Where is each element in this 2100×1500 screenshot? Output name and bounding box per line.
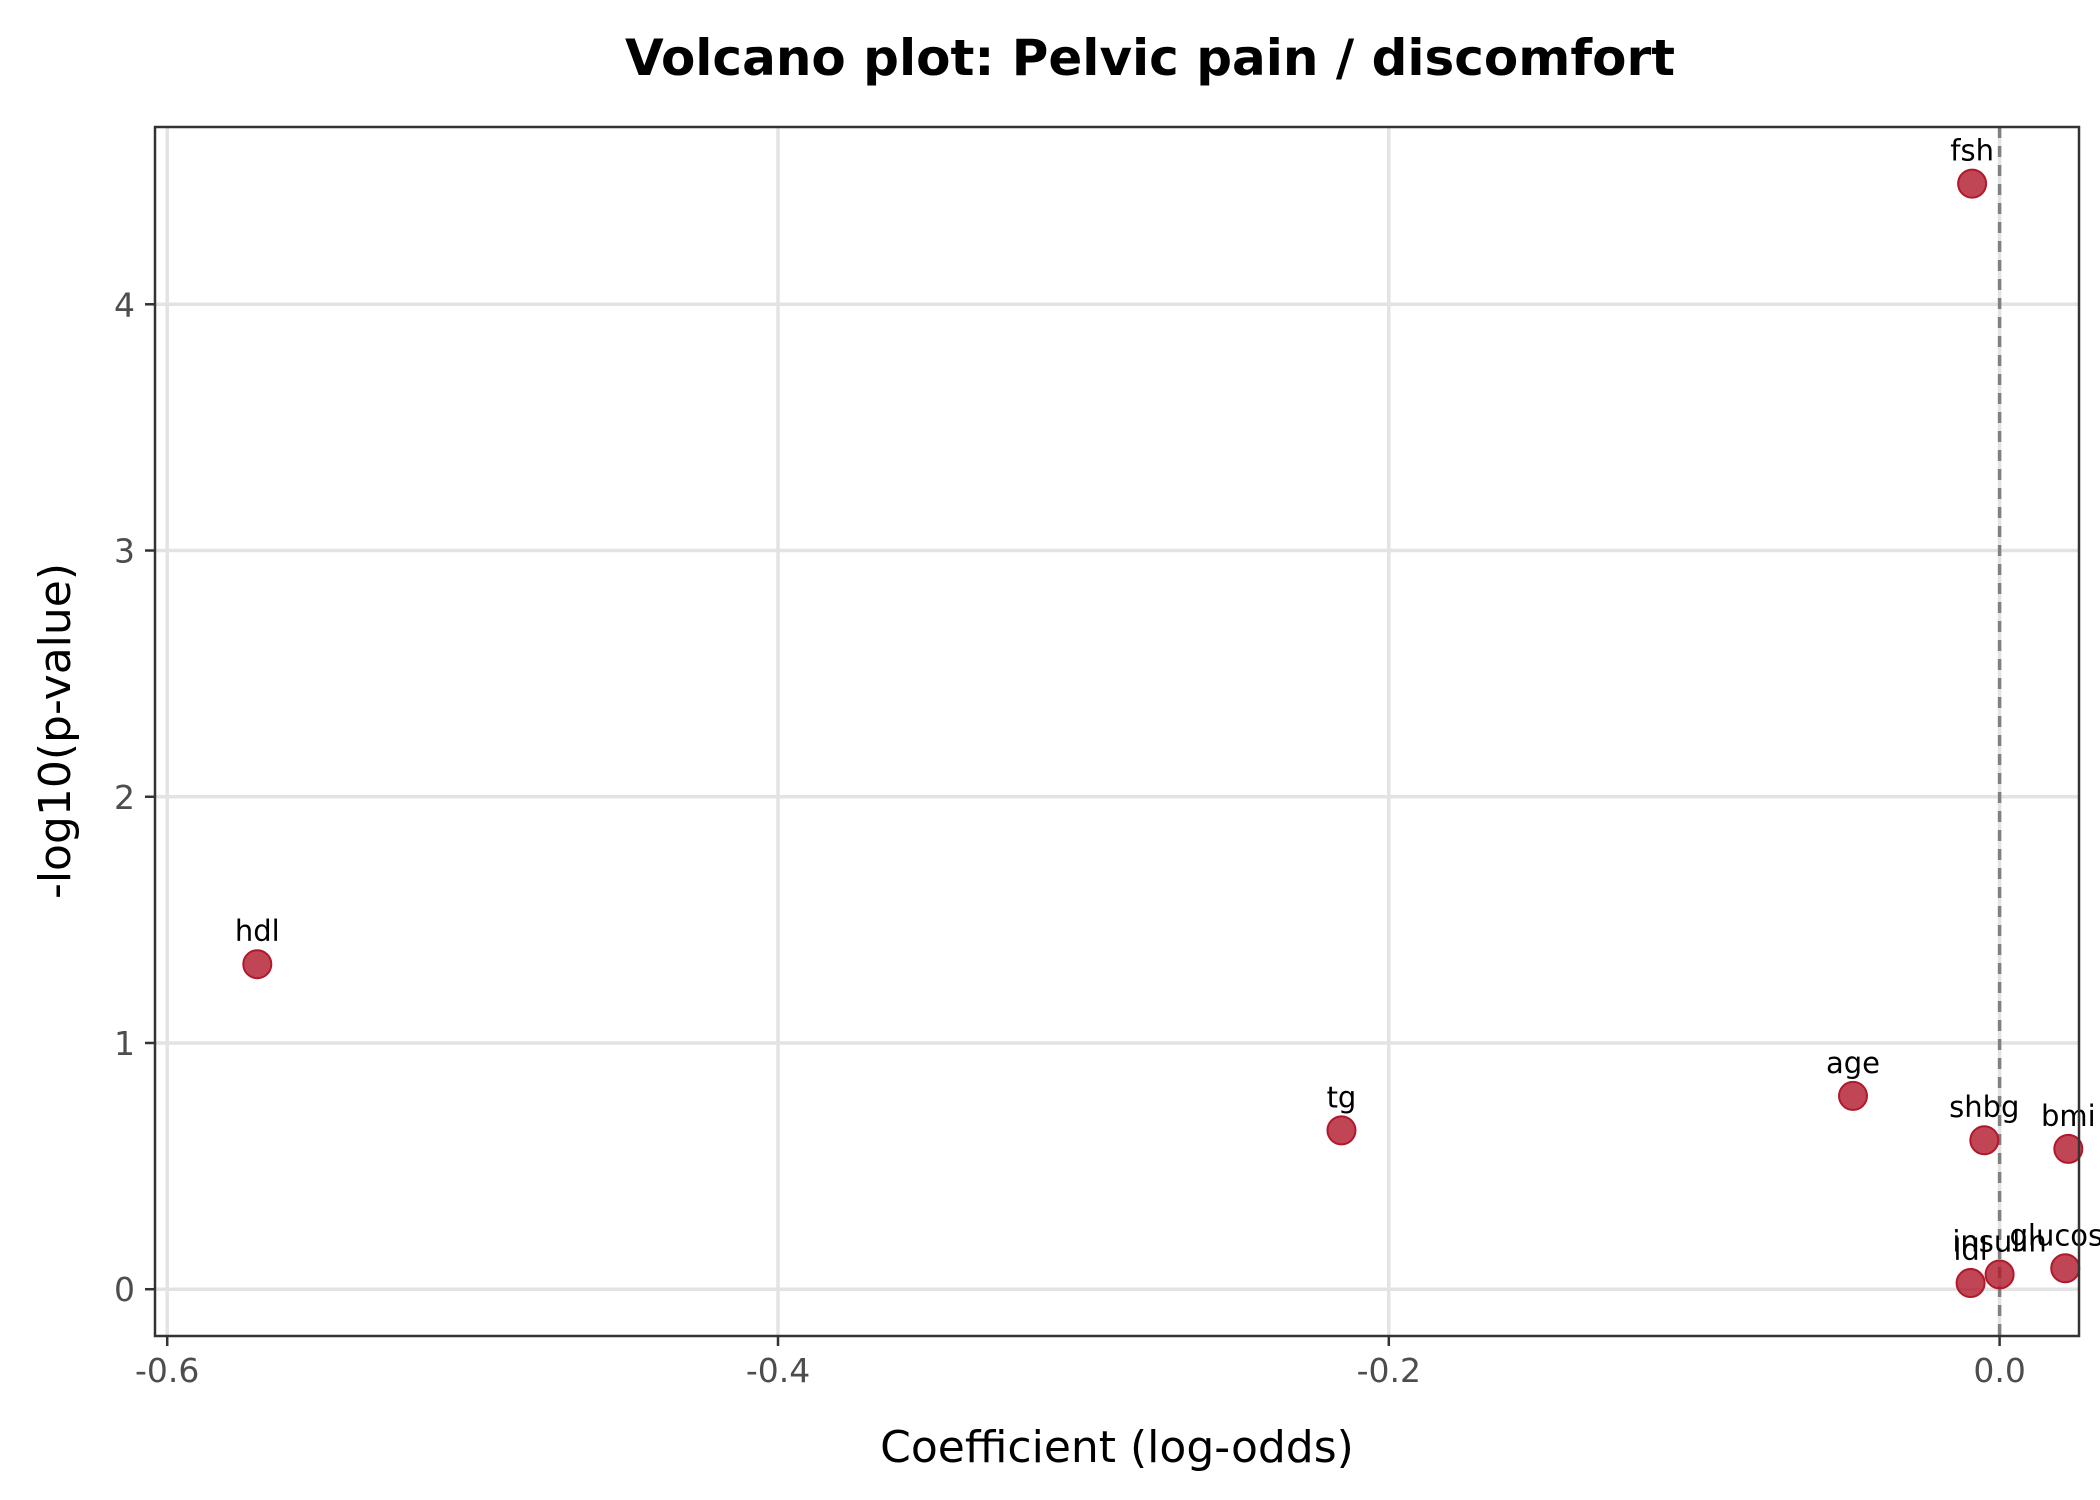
x-tick-label: -0.2 [1357, 1351, 1421, 1390]
data-point-tg [1326, 1115, 1357, 1146]
y-tick-label: 2 [114, 778, 135, 817]
point-label-fsh: fsh [1950, 134, 1994, 168]
data-point-insulin [1984, 1259, 2015, 1290]
data-point-shbg [1969, 1125, 2000, 1156]
y-axis-title: -log10(p-value) [30, 563, 81, 899]
x-tick-label: -0.6 [135, 1351, 199, 1390]
data-point-glucose [2050, 1253, 2081, 1284]
point-label-age: age [1826, 1046, 1880, 1080]
point-label-tg: tg [1327, 1080, 1357, 1114]
data-point-hdl [242, 949, 273, 980]
data-point-age [1838, 1080, 1869, 1111]
data-point-ldl [1955, 1268, 1986, 1299]
point-label-bmi: bmi [2041, 1099, 2096, 1133]
point-label-shbg: shbg [1949, 1090, 2019, 1124]
point-label-ldl: ldl [1953, 1233, 1988, 1267]
point-label-hdl: hdl [235, 914, 280, 948]
point-label-glucose: glucose [2010, 1218, 2100, 1252]
x-tick-label: -0.4 [746, 1351, 810, 1390]
y-tick-label: 1 [114, 1024, 135, 1063]
plot-panel-border [153, 125, 2081, 1338]
axis-ticks: -0.6 -0.4 -0.2 0.0 0 1 2 3 4 [114, 285, 2026, 1390]
data-point-fsh [1957, 168, 1988, 199]
point-label-insulin: insulin [1952, 1224, 2046, 1258]
y-tick-label: 3 [114, 532, 135, 571]
data-point-bmi [2053, 1133, 2084, 1164]
grid-lines [155, 127, 2079, 1336]
x-tick-label: 0.0 [1973, 1351, 2025, 1390]
chart-title: Volcano plot: Pelvic pain / discomfort [625, 29, 1675, 87]
y-tick-label: 4 [114, 285, 135, 324]
data-points [242, 168, 2084, 1299]
y-tick-label: 0 [114, 1270, 135, 1309]
x-axis-title: Coefficient (log-odds) [880, 1422, 1354, 1473]
